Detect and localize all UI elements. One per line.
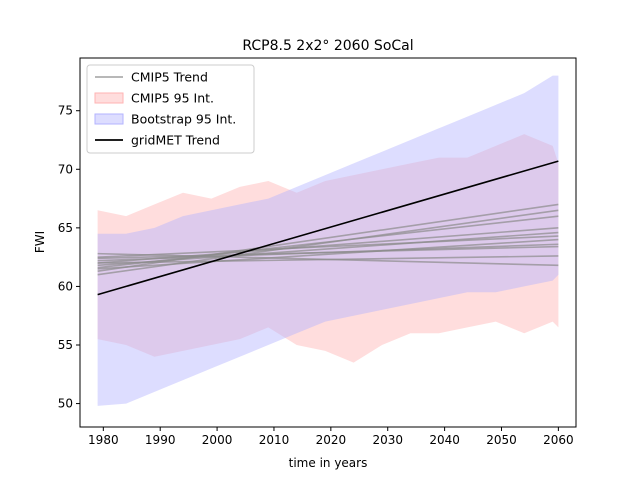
chart-title: RCP8.5 2x2° 2060 SoCal [242, 38, 413, 54]
plot-clip-group [97, 75, 559, 406]
x-tick-label: 2020 [316, 433, 347, 447]
x-tick-label: 2050 [486, 433, 517, 447]
legend-swatch-3 [94, 113, 124, 125]
x-tick-label: 2010 [259, 433, 290, 447]
x-tick-label: 1990 [145, 433, 176, 447]
plot-frame [79, 57, 577, 428]
legend-box [86, 64, 255, 154]
cmip5-trend-line-6 [97, 235, 559, 258]
axes: 1980 1990 2000 2010 2020 2030 2040 2050 2060 50 55… [58, 57, 577, 447]
x-tick-label: 2000 [202, 433, 233, 447]
y-tick-label: 50 [58, 397, 73, 411]
gridmet-trend-line [97, 160, 559, 296]
y-axis-label: FWI [33, 231, 47, 253]
x-tick-label: 2040 [429, 433, 460, 447]
bootstrap-95-interval-band [97, 75, 559, 406]
legend-label-1: CMIP5 Trend [131, 70, 208, 85]
y-tick-label: 65 [58, 221, 73, 235]
legend-swatch-2 [94, 92, 124, 104]
legend-label-2: CMIP5 95 Int. [131, 91, 214, 106]
legend-label-4: gridMET Trend [131, 133, 220, 148]
x-tick-label: 2030 [372, 433, 403, 447]
cmip5-trend-line-5 [97, 231, 559, 267]
x-axis-label: time in years [289, 456, 368, 470]
legend-label-3: Bootstrap 95 Int. [131, 112, 236, 127]
x-tick-label: 1980 [88, 433, 119, 447]
plot-area [97, 75, 559, 406]
y-tick-label: 60 [58, 279, 73, 293]
y-tick-label: 55 [58, 338, 73, 352]
y-tick-label: 75 [58, 104, 73, 118]
cmip5-trend-line-11 [97, 252, 559, 267]
cmip5-trend-line-7 [97, 238, 559, 270]
y-tick-label: 70 [58, 162, 73, 176]
x-tick-label: 2060 [543, 433, 574, 447]
legend: CMIP5 Trend CMIP5 95 Int. Bootstrap 95 Int… [86, 64, 255, 154]
